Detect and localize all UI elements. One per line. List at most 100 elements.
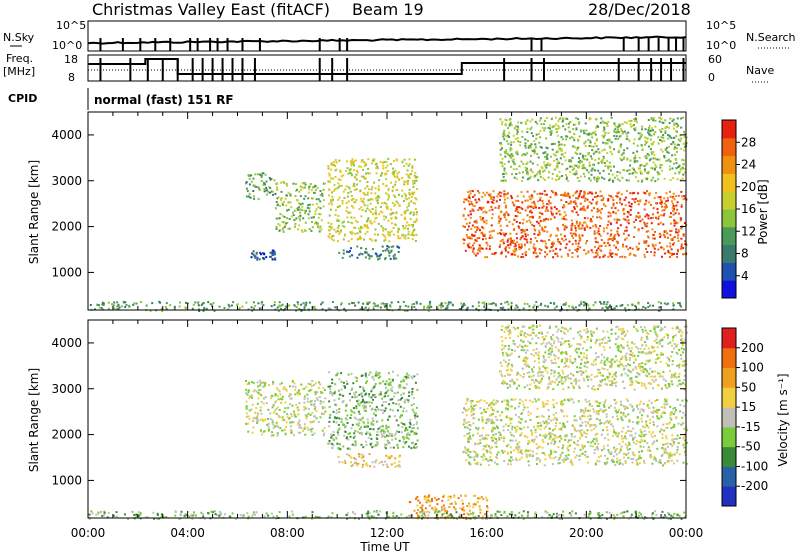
data-cell <box>281 214 284 217</box>
data-cell <box>654 180 657 183</box>
data-cell <box>398 228 400 231</box>
data-cell <box>396 231 399 234</box>
data-cell <box>281 419 284 422</box>
data-cell <box>394 465 397 468</box>
data-cell <box>496 232 499 235</box>
data-cell <box>526 119 529 122</box>
data-cell <box>650 179 653 182</box>
data-cell <box>280 308 283 310</box>
data-cell <box>278 229 281 232</box>
data-cell <box>472 204 475 207</box>
data-cell <box>584 209 587 212</box>
data-cell <box>462 238 465 241</box>
data-cell <box>663 156 666 159</box>
data-cell <box>355 395 358 398</box>
data-cell <box>621 132 624 135</box>
data-cell <box>533 398 536 400</box>
data-cell <box>404 212 407 215</box>
data-cell <box>381 404 384 407</box>
data-cell <box>309 400 312 403</box>
data-cell <box>507 192 509 195</box>
data-cell <box>341 202 344 205</box>
data-cell <box>409 418 412 421</box>
data-cell <box>684 143 687 145</box>
data-cell <box>543 161 546 164</box>
data-cell <box>404 180 407 183</box>
data-cell <box>347 221 350 223</box>
data-cell <box>569 131 572 133</box>
data-cell <box>394 437 397 440</box>
data-cell <box>302 181 305 184</box>
data-cell <box>279 213 282 216</box>
data-cell <box>512 168 515 171</box>
data-cell <box>230 304 233 307</box>
data-cell <box>256 402 259 405</box>
data-cell <box>534 146 537 149</box>
data-cell <box>637 420 640 423</box>
data-cell <box>498 205 501 208</box>
data-cell <box>328 236 331 239</box>
data-cell <box>663 206 666 208</box>
data-cell <box>515 459 518 462</box>
data-cell <box>382 401 385 403</box>
data-cell <box>583 132 586 135</box>
data-cell <box>357 402 360 405</box>
data-cell <box>349 190 352 193</box>
data-cell <box>335 161 338 164</box>
data-cell <box>503 216 506 219</box>
data-cell <box>648 133 651 136</box>
data-cell <box>544 193 546 196</box>
data-cell <box>609 195 612 198</box>
data-cell <box>357 410 360 413</box>
data-cell <box>529 144 532 147</box>
data-cell <box>363 409 366 412</box>
data-cell <box>593 427 596 430</box>
data-cell <box>314 192 317 194</box>
data-cell <box>352 302 355 304</box>
data-cell <box>610 206 613 209</box>
data-cell <box>567 254 570 257</box>
data-cell <box>656 411 659 414</box>
data-cell <box>300 229 303 232</box>
data-cell <box>521 412 523 415</box>
data-cell <box>577 400 580 403</box>
data-cell <box>376 438 379 440</box>
data-cell <box>562 445 565 448</box>
data-cell <box>272 404 275 407</box>
data-cell <box>302 217 305 220</box>
data-cell <box>312 420 315 423</box>
data-cell <box>387 157 390 160</box>
data-cell <box>464 249 467 252</box>
data-cell <box>503 134 506 137</box>
data-cell <box>634 197 637 200</box>
data-cell <box>374 209 377 212</box>
data-cell <box>252 381 255 384</box>
data-cell <box>205 307 208 310</box>
data-cell <box>331 235 334 238</box>
data-cell <box>462 225 465 228</box>
data-cell <box>412 397 415 399</box>
data-cell <box>252 250 255 253</box>
data-cell <box>331 195 334 198</box>
data-cell <box>482 438 485 441</box>
data-cell <box>248 382 251 385</box>
data-cell <box>371 239 374 242</box>
data-cell <box>559 149 562 152</box>
data-cell <box>467 441 470 443</box>
data-cell <box>398 246 401 249</box>
data-cell <box>544 433 547 436</box>
data-cell <box>387 233 390 236</box>
data-cell <box>379 391 382 394</box>
data-cell <box>299 215 302 218</box>
data-cell <box>331 394 334 397</box>
data-cell <box>285 222 287 225</box>
data-cell <box>383 215 386 218</box>
data-cell <box>572 173 575 176</box>
data-cell <box>549 124 552 127</box>
data-cell <box>373 159 376 162</box>
data-cell <box>653 167 656 170</box>
data-cell <box>554 416 557 419</box>
data-cell <box>515 151 518 154</box>
data-cell <box>648 126 650 129</box>
data-cell <box>411 442 414 444</box>
